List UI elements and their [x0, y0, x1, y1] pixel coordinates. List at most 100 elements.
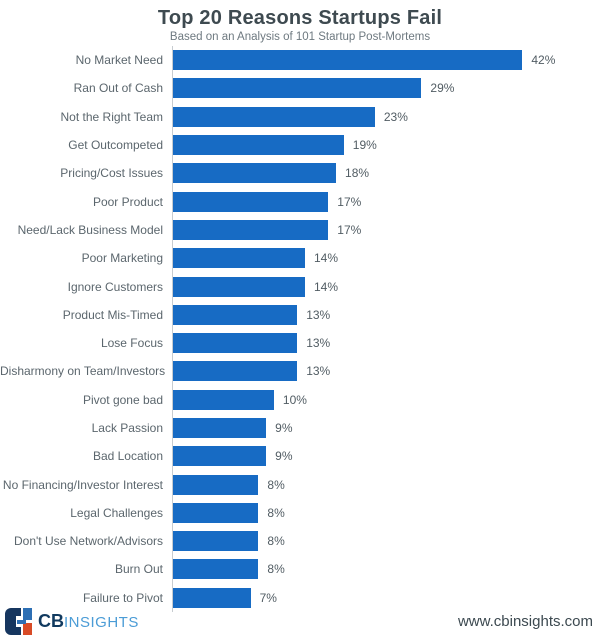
chart-subtitle: Based on an Analysis of 101 Startup Post… — [169, 31, 431, 43]
bar-row: Legal Challenges 8% — [0, 498, 600, 528]
value-label: 8% — [267, 477, 285, 492]
bar-row: Ignore Customers 14% — [0, 272, 600, 301]
value-label: 17% — [337, 222, 362, 237]
category-label: Bad Location — [92, 449, 163, 464]
bar — [173, 559, 259, 580]
logo-c-shape — [5, 608, 21, 635]
category-label: Disharmony on Team/Investors — [0, 364, 166, 379]
bar-row: Bad Location 9% — [0, 442, 600, 471]
category-label: No Market Need — [75, 53, 163, 68]
bar-row: Poor Marketing 14% — [0, 244, 600, 273]
bar — [173, 276, 305, 297]
bar-row: No Market Need 42% — [0, 46, 600, 75]
value-label: 9% — [275, 449, 293, 464]
bar — [173, 333, 298, 354]
plot-area: 7% — [172, 583, 600, 612]
value-label: 8% — [267, 562, 285, 577]
bar — [173, 361, 298, 382]
category-label: Lack Passion — [91, 421, 163, 435]
category-label: Ran Out of Cash — [73, 81, 163, 96]
chart-title: Top 20 Reasons Startups Fail — [157, 7, 443, 29]
plot-area: 17% — [172, 215, 600, 245]
plot-area: 29% — [172, 74, 600, 103]
plot-area: 14% — [172, 272, 600, 301]
bar — [173, 531, 259, 552]
value-label: 18% — [345, 166, 370, 181]
bar-row: Not the Right Team 23% — [0, 102, 600, 131]
bar — [173, 191, 329, 212]
category-label: Lose Focus — [100, 336, 163, 351]
cbinsights-logo-icon — [5, 608, 32, 635]
value-label: 13% — [306, 307, 331, 322]
plot-area: 8% — [172, 498, 600, 528]
plot-area: 19% — [172, 130, 600, 160]
category-label: Poor Product — [92, 194, 163, 209]
value-label: 13% — [306, 336, 331, 351]
bar — [173, 587, 251, 608]
plot-area: 18% — [172, 159, 600, 188]
bar-row: Ran Out of Cash 29% — [0, 74, 600, 103]
bar — [173, 106, 375, 127]
logo-insights-text: INSIGHTS — [64, 614, 139, 631]
category-label: Failure to Pivot — [82, 590, 163, 605]
bar — [173, 135, 344, 156]
bar-row: Lose Focus 13% — [0, 328, 600, 358]
bar-chart: No Market Need 42% Ran Out of Cash 29% Not t… — [0, 46, 600, 612]
category-label: Pricing/Cost Issues — [60, 166, 163, 181]
logo-blue-dash — [17, 620, 26, 624]
website-url: www.cbinsights.com — [457, 613, 593, 630]
bar-row: No Financing/Investor Interest 8% — [0, 470, 600, 499]
value-label: 8% — [267, 534, 285, 549]
bar-row: Poor Product 17% — [0, 187, 600, 216]
bar — [173, 474, 259, 495]
bar — [173, 78, 422, 99]
plot-area: 13% — [172, 300, 600, 329]
value-label: 9% — [275, 421, 293, 435]
plot-area: 17% — [172, 187, 600, 216]
category-label: Pivot gone bad — [82, 392, 163, 407]
bar — [173, 219, 329, 240]
value-label: 23% — [383, 109, 408, 124]
value-label: 14% — [313, 251, 338, 266]
category-label: Don't Use Network/Advisors — [13, 534, 163, 549]
category-label: Product Mis-Timed — [62, 307, 163, 322]
category-label: Burn Out — [114, 562, 163, 577]
value-label: 10% — [282, 392, 307, 407]
bar-row: Pricing/Cost Issues 18% — [0, 159, 600, 188]
value-label: 13% — [306, 364, 331, 379]
value-label: 29% — [430, 81, 455, 96]
bar — [173, 304, 298, 325]
plot-area: 14% — [172, 244, 600, 273]
value-label: 42% — [531, 53, 556, 68]
value-label: 14% — [313, 279, 338, 294]
cbinsights-logo: CBINSIGHTS — [5, 608, 139, 635]
bar-row: Disharmony on Team/Investors 13% — [0, 357, 600, 386]
category-label: Not the Right Team — [60, 109, 164, 124]
bar — [173, 446, 267, 467]
bar — [173, 248, 305, 269]
bar-row: Don't Use Network/Advisors 8% — [0, 527, 600, 556]
bar — [173, 50, 523, 71]
category-label: Get Outcompeted — [68, 138, 163, 153]
category-label: No Financing/Investor Interest — [2, 477, 163, 492]
logo-text: CBINSIGHTS — [38, 611, 139, 632]
logo-cb-text: CB — [38, 611, 64, 631]
logo-orange-square — [23, 623, 32, 635]
category-label: Ignore Customers — [67, 279, 163, 294]
bar-row: Product Mis-Timed 13% — [0, 300, 600, 329]
plot-area: 13% — [172, 357, 600, 386]
bar-row: Lack Passion 9% — [0, 413, 600, 443]
bar-row: Pivot gone bad 10% — [0, 385, 600, 414]
plot-area: 8% — [172, 555, 600, 584]
value-label: 19% — [352, 138, 377, 153]
chart-header: Top 20 Reasons Startups Fail Based on an… — [0, 0, 600, 46]
plot-area: 10% — [172, 385, 600, 414]
plot-area: 8% — [172, 470, 600, 499]
category-label: Poor Marketing — [81, 251, 163, 266]
logo-blue-square — [23, 608, 32, 620]
bar — [173, 502, 259, 523]
plot-area: 42% — [172, 46, 600, 75]
plot-area: 9% — [172, 442, 600, 471]
plot-area: 8% — [172, 527, 600, 556]
